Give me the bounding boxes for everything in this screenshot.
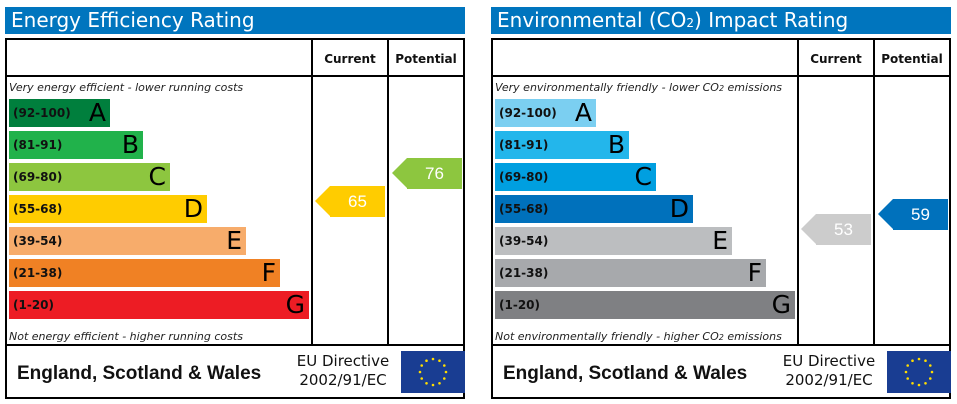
band-e: (39-54) E [495, 226, 732, 255]
environmental-rating-table: Current Potential Very environmentally f… [491, 38, 951, 399]
arrow-tip [392, 158, 407, 188]
potential-rating-arrow: 59 [878, 199, 948, 230]
title-text: ) Impact Rating [694, 8, 849, 32]
band-range: (69-80) [499, 170, 549, 184]
eu-directive: EU Directive 2002/91/EC [289, 352, 397, 390]
arrow-tip [801, 214, 816, 244]
bottom-note: Not environmentally friendly - higher CO… [495, 330, 782, 343]
row-divider [493, 75, 949, 77]
column-divider [873, 40, 875, 346]
band-c: (69-80) C [9, 162, 170, 191]
region-label: England, Scotland & Wales [503, 363, 748, 384]
column-divider [311, 40, 313, 346]
note-text: Very environmentally friendly - lower CO [495, 81, 719, 94]
eu-directive: EU Directive 2002/91/EC [775, 352, 883, 390]
band-range: (92-100) [13, 106, 71, 120]
band-c: (69-80) C [495, 162, 656, 191]
footer: England, Scotland & Wales EU Directive 2… [495, 346, 951, 397]
column-divider [797, 40, 799, 346]
row-divider [493, 344, 949, 346]
energy-rating-table: Current Potential Very energy efficient … [5, 38, 465, 399]
band-range: (21-38) [13, 266, 63, 280]
band-range: (55-68) [13, 202, 63, 216]
current-column-header: Current [810, 52, 862, 66]
band-letter: A [88, 98, 106, 127]
directive-line-2: 2002/91/EC [299, 371, 387, 389]
band-letter: E [226, 226, 242, 255]
bottom-note: Not energy efficient - higher running co… [9, 330, 243, 343]
environmental-impact-panel: Environmental (CO2) Impact Rating Curren… [491, 0, 955, 404]
potential-column-header: Potential [881, 52, 943, 66]
band-letter: G [285, 290, 305, 319]
band-letter: B [121, 130, 139, 159]
current-rating-value: 53 [816, 214, 871, 245]
band-d: (55-68) D [9, 194, 207, 223]
current-rating-arrow: 65 [315, 186, 385, 217]
energy-title: Energy Efficiency Rating [5, 7, 465, 34]
band-range: (39-54) [499, 234, 549, 248]
band-a: (92-100) A [495, 98, 596, 127]
band-f: (21-38) F [9, 258, 280, 287]
band-letter: B [607, 130, 625, 159]
potential-rating-arrow: 76 [392, 158, 462, 189]
band-range: (81-91) [499, 138, 549, 152]
band-range: (39-54) [13, 234, 63, 248]
band-b: (81-91) B [495, 130, 629, 159]
row-divider [7, 344, 463, 346]
potential-rating-value: 59 [893, 199, 948, 230]
eu-flag-icon [887, 351, 951, 393]
band-letter: G [771, 290, 791, 319]
arrow-tip [315, 186, 330, 216]
directive-line-1: EU Directive [782, 352, 876, 370]
band-letter: E [712, 226, 728, 255]
eu-flag-icon [401, 351, 465, 393]
top-note: Very energy efficient - lower running co… [9, 81, 244, 94]
band-letter: F [747, 258, 762, 287]
potential-rating-value: 76 [407, 158, 462, 189]
current-column-header: Current [324, 52, 376, 66]
band-letter: C [634, 162, 652, 191]
band-range: (69-80) [13, 170, 63, 184]
title-subscript: 2 [686, 16, 695, 30]
band-e: (39-54) E [9, 226, 246, 255]
current-rating-value: 65 [330, 186, 385, 217]
band-range: (55-68) [499, 202, 549, 216]
note-subscript: 2 [718, 84, 725, 93]
band-d: (55-68) D [495, 194, 693, 223]
band-range: (1-20) [499, 298, 540, 312]
note-text: emissions [724, 81, 783, 94]
title-text: Environmental (CO [497, 8, 687, 32]
band-f: (21-38) F [495, 258, 766, 287]
region-label: England, Scotland & Wales [17, 363, 262, 384]
band-letter: C [148, 162, 166, 191]
band-range: (81-91) [13, 138, 63, 152]
footer: England, Scotland & Wales EU Directive 2… [9, 346, 465, 397]
top-note: Very environmentally friendly - lower CO… [495, 81, 782, 94]
note-text: emissions [723, 330, 782, 343]
band-g: (1-20) G [9, 290, 309, 319]
band-range: (92-100) [499, 106, 557, 120]
band-letter: D [669, 194, 689, 223]
column-divider [387, 40, 389, 346]
note-text: Not environmentally friendly - higher CO [495, 330, 719, 343]
band-range: (1-20) [13, 298, 54, 312]
directive-line-2: 2002/91/EC [785, 371, 873, 389]
potential-column-header: Potential [395, 52, 457, 66]
band-g: (1-20) G [495, 290, 795, 319]
current-rating-arrow: 53 [801, 214, 871, 245]
band-letter: F [261, 258, 276, 287]
band-b: (81-91) B [9, 130, 143, 159]
row-divider [7, 75, 463, 77]
energy-efficiency-panel: Energy Efficiency Rating Current Potenti… [5, 0, 469, 404]
note-subscript: 2 [718, 333, 724, 342]
environmental-title: Environmental (CO2) Impact Rating [491, 7, 951, 34]
band-range: (21-38) [499, 266, 549, 280]
band-letter: D [183, 194, 203, 223]
arrow-tip [878, 199, 893, 229]
directive-line-1: EU Directive [296, 352, 390, 370]
band-a: (92-100) A [9, 98, 110, 127]
band-letter: A [574, 98, 592, 127]
